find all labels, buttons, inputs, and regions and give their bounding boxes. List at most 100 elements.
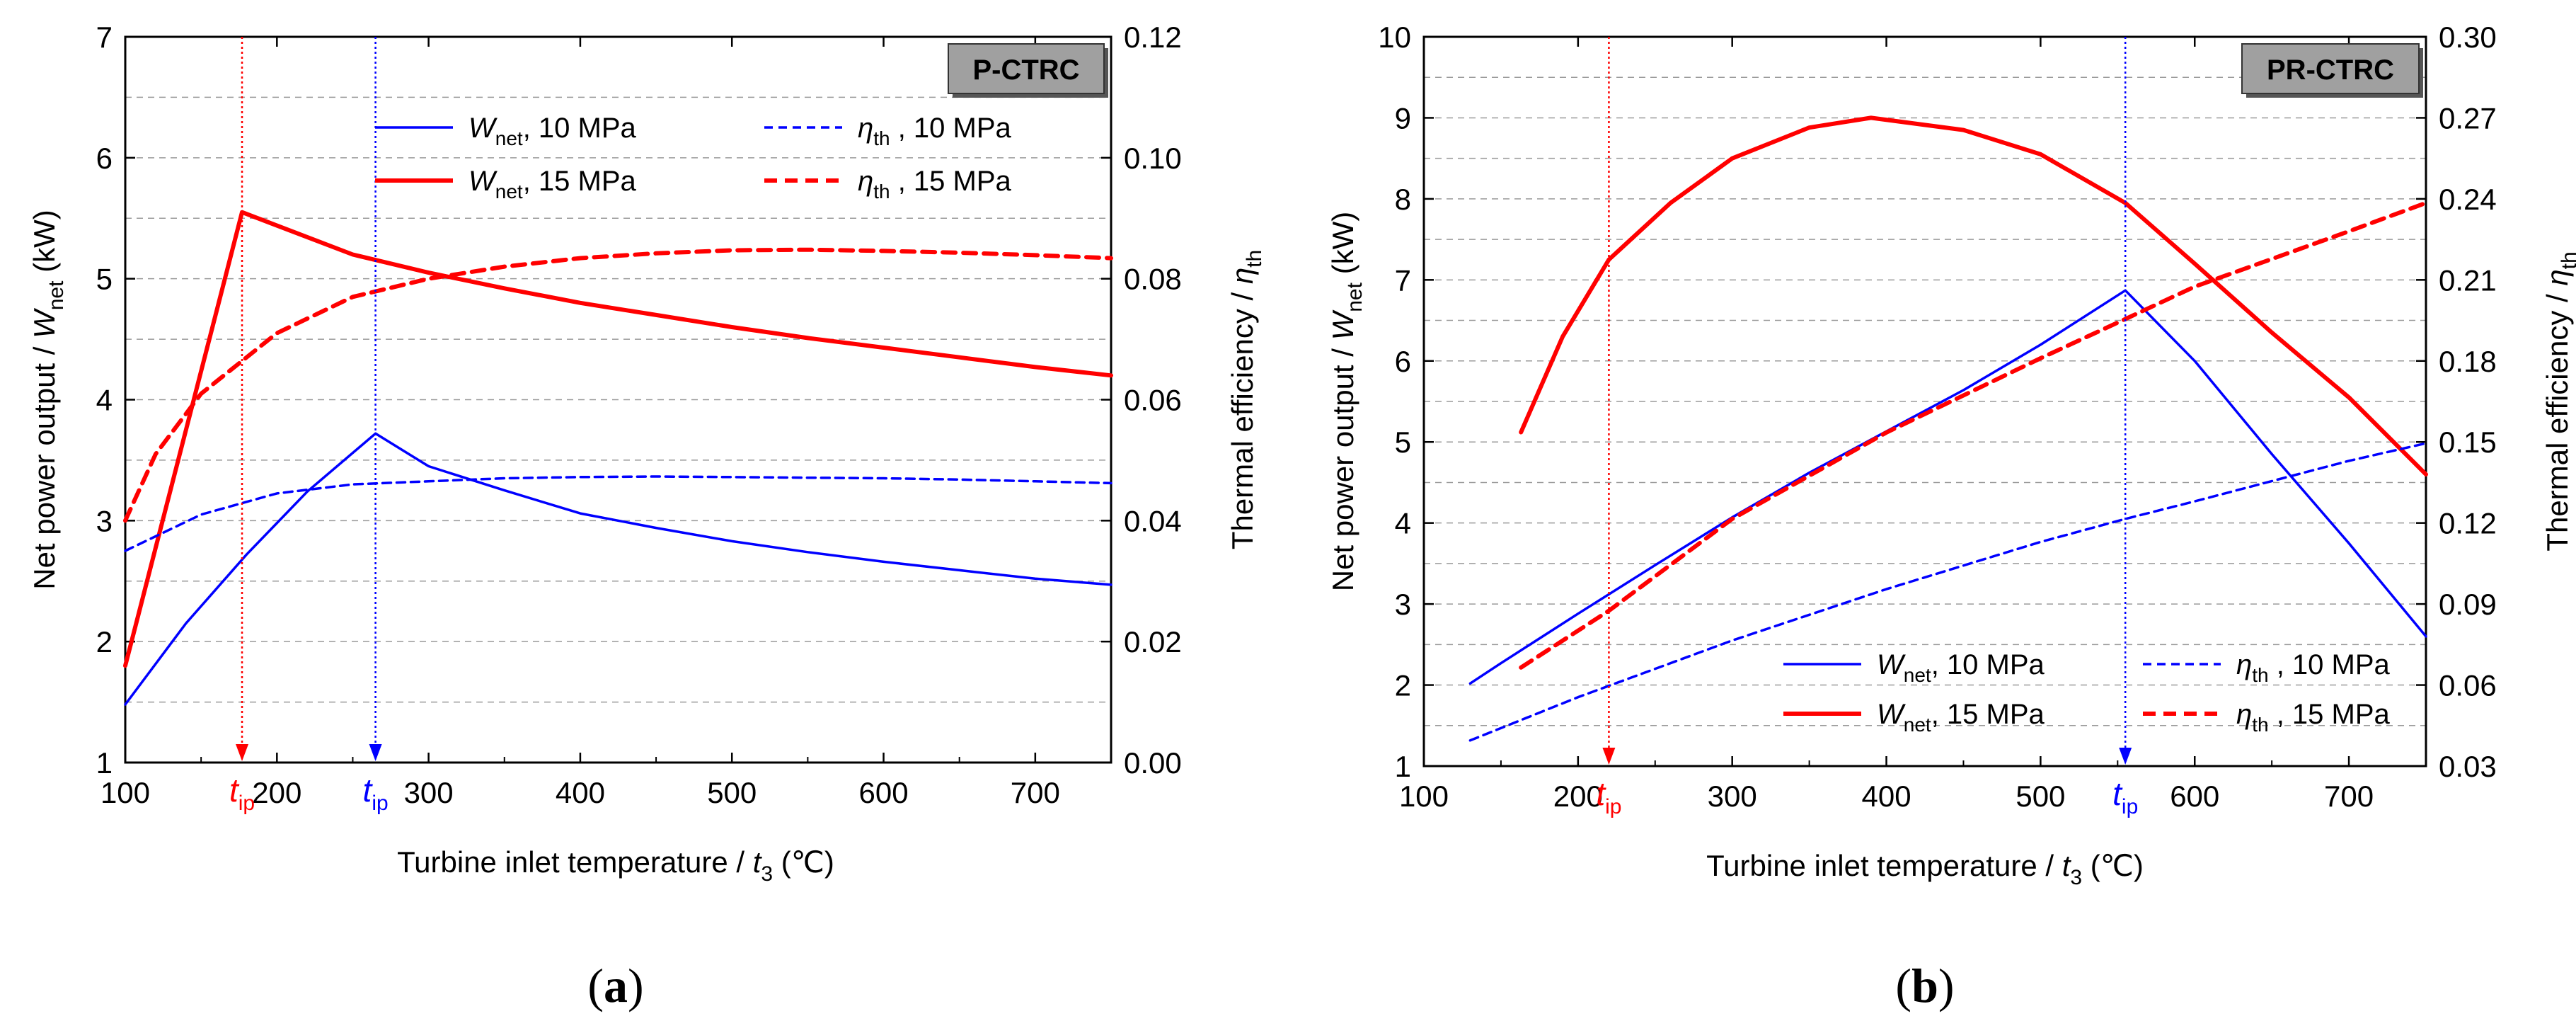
- legend-sub: net: [1904, 714, 1931, 736]
- y-left-tick-label: 4: [96, 384, 113, 417]
- marker-label-var: t: [229, 772, 240, 809]
- x-axis-title: Turbine inlet temperature / t3 (℃): [397, 845, 834, 886]
- y-right-tick-label: 0.18: [2439, 345, 2497, 378]
- marker-arrow-1: [369, 744, 382, 761]
- legend-var: W: [1877, 699, 1906, 730]
- x-tick-label: 600: [2170, 780, 2219, 813]
- legend-suffix: , 15 MPa: [523, 166, 637, 197]
- panel-label-close: ): [628, 959, 644, 1012]
- label-prefix: Net power output /: [28, 338, 61, 590]
- series-group: [1468, 115, 2428, 742]
- panel-label-open: (: [1895, 959, 1911, 1012]
- label-suffix: (kW): [1326, 212, 1359, 282]
- legend-var: η: [2236, 699, 2252, 730]
- legend-entry-2: ηth , 10 MPa: [2236, 649, 2391, 686]
- legend-var: η: [858, 166, 873, 197]
- label-prefix: Turbine inlet temperature /: [1706, 849, 2062, 882]
- marker-label-var: t: [363, 772, 374, 809]
- label-variable: W: [1326, 309, 1359, 340]
- label-prefix: Net power output /: [1326, 340, 1359, 591]
- y-left-tick-label: 6: [1395, 345, 1411, 378]
- y-right-tick-label: 0.15: [2439, 426, 2497, 459]
- legend-sub: net: [495, 127, 523, 149]
- panel-label: (b): [1895, 959, 1954, 1012]
- marker-arrow-1: [2119, 748, 2132, 765]
- y-left-axis-title: Net power output / Wnet (kW): [1326, 212, 1367, 592]
- legend-suffix: , 10 MPa: [2269, 649, 2391, 680]
- legend-sub: th: [873, 181, 890, 202]
- y-right-axis-title: Thermal efficiency / ηth: [1226, 250, 1266, 549]
- label-suffix: (℃): [773, 845, 834, 879]
- series-line-0: [1468, 289, 2427, 685]
- label-variable: t: [2062, 849, 2072, 882]
- series-line-3: [123, 247, 1113, 523]
- y-left-tick-label: 7: [1395, 263, 1411, 297]
- label-prefix: Thermal efficiency /: [1226, 284, 1259, 549]
- legend-sub: th: [2252, 664, 2268, 686]
- series-line-1: [123, 210, 1113, 668]
- legend-entry-1: Wnet, 15 MPa: [468, 166, 637, 202]
- marker-label-1: tip: [363, 772, 389, 815]
- marker-label-var: t: [1596, 775, 1606, 812]
- x-tick-label: 700: [1011, 776, 1060, 809]
- y-left-tick-label: 8: [1395, 183, 1411, 216]
- label-subscript: net: [45, 280, 68, 310]
- turning-point-markers: tip tip: [229, 37, 389, 815]
- y-left-tick-label: 2: [1395, 669, 1411, 702]
- y-right-tick-label: 0.02: [1124, 625, 1182, 658]
- y-left-axis-title: Net power output / Wnet (kW): [28, 210, 68, 590]
- x-tick-label: 200: [1553, 780, 1603, 813]
- legend-entry-3: ηth , 15 MPa: [2236, 699, 2391, 736]
- legend-sub: th: [2252, 714, 2268, 736]
- label-variable: W: [28, 308, 61, 338]
- y-axis-right: 0.00 0.02 0.04 0.06 0.08 0.10 0.12: [1101, 21, 1182, 780]
- x-axis-title: Turbine inlet temperature / t3 (℃): [1706, 849, 2144, 889]
- y-left-tick-label: 7: [96, 21, 113, 54]
- y-left-tick-label: 5: [96, 263, 113, 296]
- legend-entry-1: Wnet, 15 MPa: [1877, 699, 2045, 736]
- plot-frame: [1422, 35, 2427, 767]
- x-tick-label: 500: [2016, 780, 2065, 813]
- y-left-tick-label: 6: [96, 142, 113, 175]
- marker-arrow-0: [1602, 748, 1616, 765]
- y-right-tick-label: 0.30: [2439, 21, 2497, 54]
- y-left-tick-label: 9: [1395, 101, 1411, 135]
- legend-var: W: [468, 166, 498, 197]
- x-tick-label: 600: [858, 776, 908, 809]
- y-right-tick-label: 0.27: [2439, 101, 2497, 135]
- legend-suffix: , 10 MPa: [1931, 649, 2045, 680]
- panel-label-letter: a: [604, 959, 628, 1012]
- legend-suffix: , 15 MPa: [890, 166, 1012, 197]
- x-axis: 100 200 300 400 500 600 700: [1399, 37, 2374, 813]
- label-subscript: th: [2558, 251, 2576, 269]
- y-axis-left: 1 2 3 4 5 6 7: [96, 21, 135, 780]
- legend-sub: net: [1904, 664, 1931, 686]
- y-right-tick-label: 0.06: [1124, 384, 1182, 417]
- y-axis-right: 0.03 0.06 0.09 0.12 0.15 0.18 0.21 0.24 0.27 0.30: [2416, 21, 2497, 783]
- marker-label-sub: ip: [1605, 795, 1621, 818]
- badge-box: [948, 43, 1105, 94]
- x-tick-label: 400: [556, 776, 605, 809]
- y-left-tick-label: 5: [1395, 426, 1411, 459]
- y-right-tick-label: 0.12: [2439, 507, 2497, 540]
- series-line-2: [1468, 442, 2427, 742]
- y-left-tick-label: 4: [1395, 507, 1411, 540]
- marker-label-sub: ip: [238, 792, 255, 815]
- series-line-0: [124, 432, 1112, 706]
- y-left-tick-label: 3: [1395, 588, 1411, 621]
- series-line-3: [1519, 200, 2428, 670]
- panel-label-letter: b: [1911, 959, 1938, 1012]
- y-right-tick-label: 0.10: [1124, 142, 1182, 175]
- label-suffix: (℃): [2082, 849, 2144, 882]
- legend-var: W: [468, 113, 498, 144]
- label-prefix: Turbine inlet temperature /: [397, 845, 753, 879]
- legend-sub: th: [873, 127, 890, 149]
- legend-entry-0: Wnet, 10 MPa: [468, 113, 637, 149]
- x-tick-label: 100: [100, 776, 150, 809]
- legend-suffix: , 15 MPa: [1931, 699, 2045, 730]
- x-tick-label: 100: [1399, 780, 1449, 813]
- legend-suffix: , 10 MPa: [523, 113, 637, 144]
- legend-suffix: , 10 MPa: [890, 113, 1012, 144]
